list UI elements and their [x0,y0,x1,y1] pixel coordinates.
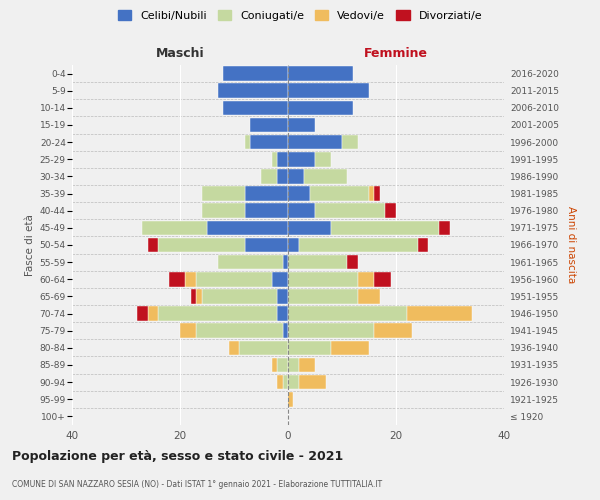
Bar [288,324,374,338]
Bar [277,306,288,321]
Bar [288,238,299,252]
Text: Maschi: Maschi [155,47,205,60]
Bar [299,238,418,252]
Bar [374,324,412,338]
Bar [137,306,148,321]
Bar [288,392,293,406]
Bar [315,204,385,218]
Bar [288,118,315,132]
Y-axis label: Anni di nascita: Anni di nascita [566,206,576,284]
Bar [148,306,158,321]
Bar [288,135,342,150]
Bar [277,169,288,184]
Bar [288,375,299,390]
Text: Femmine: Femmine [364,47,428,60]
Y-axis label: Fasce di età: Fasce di età [25,214,35,276]
Bar [202,204,245,218]
Bar [407,306,472,321]
Bar [418,238,428,252]
Bar [331,220,439,235]
Bar [272,152,277,166]
Bar [250,118,288,132]
Bar [218,84,288,98]
Bar [261,169,277,184]
Bar [299,358,315,372]
Bar [148,238,158,252]
Text: Popolazione per età, sesso e stato civile - 2021: Popolazione per età, sesso e stato civil… [12,450,343,463]
Bar [245,238,288,252]
Bar [283,324,288,338]
Bar [288,66,353,81]
Bar [358,289,380,304]
Bar [304,169,347,184]
Bar [229,340,239,355]
Bar [310,186,369,201]
Bar [283,375,288,390]
Bar [283,255,288,270]
Bar [439,220,450,235]
Bar [315,152,331,166]
Bar [169,272,185,286]
Bar [196,272,272,286]
Bar [288,289,358,304]
Bar [142,220,207,235]
Bar [342,135,358,150]
Bar [185,272,196,286]
Bar [288,272,358,286]
Bar [288,306,407,321]
Bar [374,186,380,201]
Bar [223,66,288,81]
Bar [369,186,374,201]
Bar [288,152,315,166]
Bar [288,84,369,98]
Bar [196,324,283,338]
Bar [196,289,202,304]
Bar [207,220,288,235]
Bar [331,340,369,355]
Bar [245,204,288,218]
Bar [202,289,277,304]
Bar [245,135,250,150]
Text: COMUNE DI SAN NAZZARO SESIA (NO) - Dati ISTAT 1° gennaio 2021 - Elaborazione TUT: COMUNE DI SAN NAZZARO SESIA (NO) - Dati … [12,480,382,489]
Bar [277,152,288,166]
Bar [245,186,288,201]
Bar [158,238,245,252]
Bar [272,272,288,286]
Bar [288,358,299,372]
Bar [277,358,288,372]
Bar [250,135,288,150]
Bar [191,289,196,304]
Bar [358,272,374,286]
Legend: Celibi/Nubili, Coniugati/e, Vedovi/e, Divorziati/e: Celibi/Nubili, Coniugati/e, Vedovi/e, Di… [113,6,487,25]
Bar [288,169,304,184]
Bar [277,375,283,390]
Bar [288,255,347,270]
Bar [272,358,277,372]
Bar [347,255,358,270]
Bar [158,306,277,321]
Bar [385,204,396,218]
Bar [288,186,310,201]
Bar [239,340,288,355]
Bar [180,324,196,338]
Bar [288,204,315,218]
Bar [277,289,288,304]
Bar [218,255,283,270]
Bar [202,186,245,201]
Bar [299,375,326,390]
Bar [288,100,353,115]
Bar [288,340,331,355]
Bar [374,272,391,286]
Bar [223,100,288,115]
Bar [288,220,331,235]
